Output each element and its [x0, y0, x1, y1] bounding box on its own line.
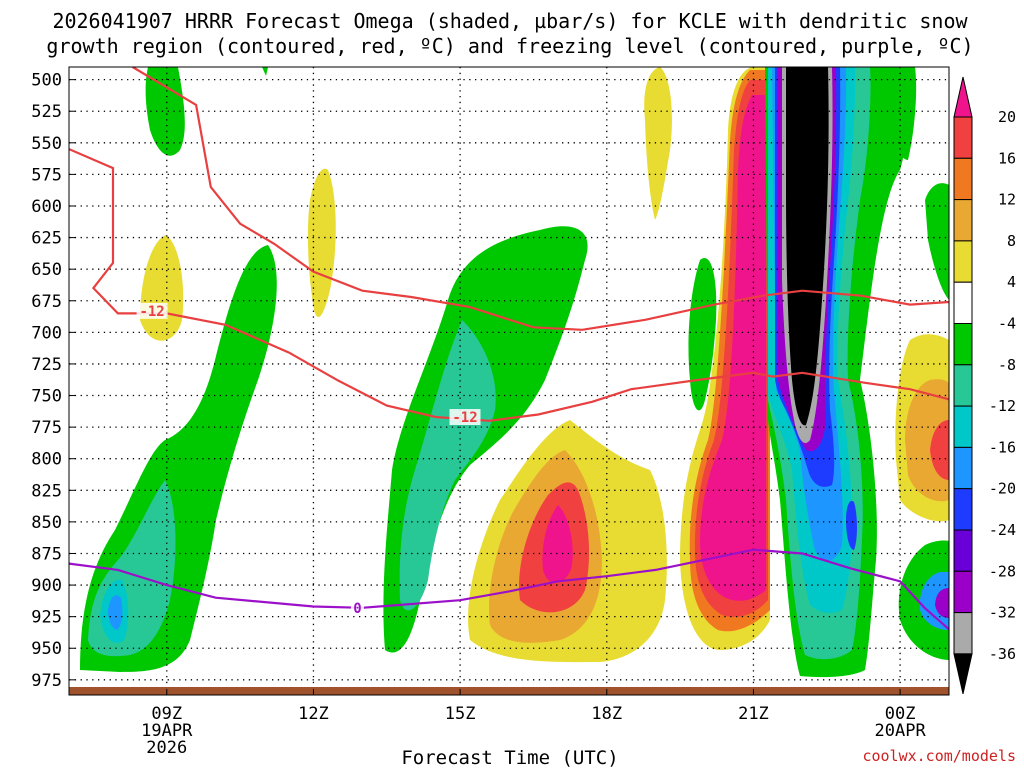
colorbar-label: 8 — [1007, 232, 1016, 250]
colorbar-label: -4 — [998, 315, 1016, 333]
colorbar-box — [953, 488, 973, 531]
plot-area: -12 -12 0 — [69, 67, 949, 695]
colorbar-label: 16 — [998, 149, 1016, 167]
x-tick-label: 09Z — [151, 704, 182, 724]
colorbar-box — [953, 281, 973, 325]
colorbar-box — [953, 446, 973, 490]
y-axis: 500 525 550 575 600 625 650 675 700 725 750 775 800 8… — [31, 71, 75, 691]
omega-region-magenta-21z — [700, 95, 766, 601]
x-tick-label: 18Z — [591, 704, 622, 724]
colorbar-box — [953, 570, 973, 614]
y-tick-label: 725 — [31, 355, 62, 375]
y-tick-label: 925 — [31, 608, 62, 628]
contour-label-bg — [136, 302, 168, 319]
colorbar-label: 12 — [998, 191, 1016, 209]
plot-frame — [68, 66, 950, 696]
colorbar-label: -12 — [989, 397, 1016, 415]
colorbar-label: -20 — [989, 480, 1016, 498]
colorbar-label: -36 — [989, 645, 1016, 663]
omega-region-green-right-edge — [925, 183, 949, 300]
y-tick-label: 775 — [31, 418, 62, 438]
y-tick-label: 900 — [31, 576, 62, 596]
chart-title-line2: growth region (contoured, red, ºC) and f… — [46, 34, 973, 58]
contour-label-bg — [350, 599, 364, 616]
colorbar-box — [953, 240, 973, 283]
y-tick-label: 600 — [31, 197, 62, 217]
y-tick-label: 700 — [31, 323, 62, 343]
y-tick-label: 525 — [31, 102, 62, 122]
y-tick-label: 950 — [31, 639, 62, 659]
colorbar-label: 20 — [998, 108, 1016, 126]
x-tick-label: 12Z — [298, 704, 329, 724]
credit-text: coolwx.com/models — [862, 747, 1016, 765]
colorbar-label: -28 — [989, 562, 1016, 580]
colorbar-box — [953, 199, 973, 242]
y-tick-label: 850 — [31, 513, 62, 533]
y-tick-label: 800 — [31, 450, 62, 470]
omega-region-green-center — [383, 226, 588, 653]
omega-region-green-upper-far-right — [887, 67, 917, 160]
colorbar-box — [953, 323, 973, 366]
colorbar-label: -16 — [989, 438, 1016, 456]
contour-label: -12 — [452, 410, 477, 426]
y-tick-label: 625 — [31, 229, 62, 249]
colorbar-box — [953, 405, 973, 448]
x-tick-year: 2026 — [146, 738, 187, 758]
omega-shading — [80, 67, 949, 678]
contour-line — [132, 67, 949, 331]
omega-region-blue-small — [846, 500, 857, 550]
colorbar-bottom-arrow — [953, 653, 973, 695]
terrain-strip — [69, 687, 949, 695]
omega-region-black-core — [786, 67, 829, 426]
y-tick-label: 550 — [31, 134, 62, 154]
contour-label: 0 — [353, 601, 361, 617]
x-tick-label: 21Z — [738, 704, 769, 724]
colorbar-box — [953, 157, 973, 201]
y-tick-label: 500 — [31, 71, 62, 91]
y-tick-label: 575 — [31, 165, 62, 185]
omega-region-green-right-column — [688, 258, 717, 411]
colorbar-box — [953, 116, 973, 159]
chart-title-line1: 2026041907 HRRR Forecast Omega (shaded, … — [52, 9, 968, 33]
grid — [69, 67, 949, 695]
contour-label-bg — [449, 409, 481, 426]
omega-region-purple-lower-far-right — [935, 588, 949, 618]
y-tick-label: 675 — [31, 292, 62, 312]
omega-region-yellow-mid — [307, 168, 336, 318]
y-tick-label: 650 — [31, 260, 62, 280]
x-tick-date: 19APR — [141, 721, 193, 741]
omega-region-magenta-right-center — [542, 505, 573, 583]
colorbar-label: -24 — [989, 521, 1016, 539]
omega-region-green-sliver — [262, 67, 268, 76]
contour-label: -12 — [139, 304, 164, 320]
y-tick-label: 750 — [31, 387, 62, 407]
omega-region-red-far-right — [930, 420, 949, 480]
colorbar-box — [953, 529, 973, 572]
colorbar: 20 16 12 8 4 -4 -8 -12 -16 -20 -24 -28 -32 -36 — [953, 76, 1016, 695]
omega-region-teal-center — [399, 320, 496, 611]
y-tick-label: 975 — [31, 671, 62, 691]
contour-line — [69, 548, 949, 631]
colorbar-label: 4 — [1007, 273, 1016, 291]
contours: -12 -12 0 — [69, 67, 949, 631]
colorbar-label: -8 — [998, 356, 1016, 374]
y-tick-label: 825 — [31, 481, 62, 501]
omega-region-blue-left — [108, 595, 123, 630]
colorbar-top-arrow — [953, 76, 973, 118]
x-tick-label: 15Z — [445, 704, 476, 724]
omega-region-green-upper-left — [145, 67, 185, 156]
x-tick-label: 00Z — [885, 704, 916, 724]
omega-region-yellow-upper-right — [644, 67, 672, 220]
colorbar-label: -32 — [989, 604, 1016, 622]
x-tick-date: 20APR — [875, 721, 927, 741]
colorbar-box — [953, 612, 973, 655]
colorbar-box — [953, 364, 973, 407]
y-tick-label: 875 — [31, 544, 62, 564]
x-axis-title: Forecast Time (UTC) — [401, 747, 618, 768]
